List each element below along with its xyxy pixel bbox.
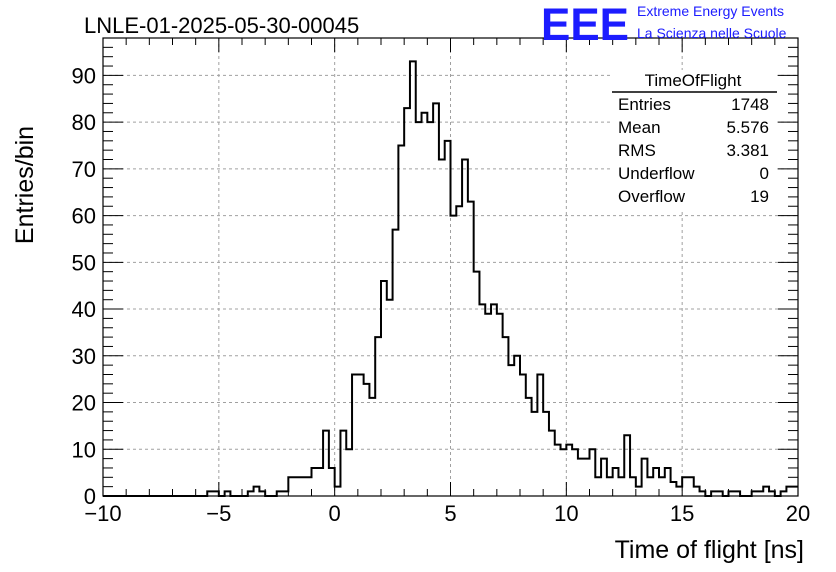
y-tick-label: 30 — [72, 344, 96, 369]
y-tick-label: 60 — [72, 204, 96, 229]
y-axis-ticks — [103, 46, 798, 497]
histogram-bin — [595, 477, 601, 496]
histogram-bin — [555, 445, 561, 496]
stats-label-rms: RMS — [618, 141, 656, 160]
histogram-bin — [659, 477, 665, 496]
histogram-outline — [103, 60, 798, 497]
stats-box-background — [612, 70, 777, 210]
y-tick-label: 50 — [72, 250, 96, 275]
y-tick-label: 20 — [72, 391, 96, 416]
histogram-bin — [514, 356, 520, 496]
histogram-bin — [607, 477, 613, 496]
stats-label-overflow: Overflow — [618, 187, 686, 206]
histogram-bin — [636, 487, 642, 496]
histogram-bin — [792, 487, 798, 496]
histogram-bin — [479, 304, 485, 496]
y-tick-label: 80 — [72, 110, 96, 135]
stats-label-underflow: Underflow — [618, 164, 695, 183]
histogram-bin — [566, 445, 572, 496]
y-tick-label: 10 — [72, 437, 96, 462]
histogram-bin — [404, 108, 410, 496]
histogram-bin — [410, 61, 416, 496]
y-axis-title: Entries/bin — [11, 126, 39, 244]
histogram-bin — [497, 314, 503, 496]
histogram-bin — [317, 468, 323, 496]
x-tick-label: 5 — [444, 501, 456, 526]
histogram-bin — [561, 449, 567, 496]
histogram-bin — [676, 487, 682, 496]
x-tick-label: 15 — [670, 501, 694, 526]
logo-line-1: Extreme Energy Events — [637, 3, 785, 19]
y-tick-label: 70 — [72, 157, 96, 182]
histogram-bin — [584, 459, 590, 496]
histogram-bin — [532, 412, 538, 496]
histogram-bin — [618, 477, 624, 496]
x-tick-labels: −10 −5 0 5 10 15 20 — [84, 501, 810, 526]
histogram-bin — [462, 160, 468, 496]
stats-label-mean: Mean — [618, 118, 661, 137]
x-tick-label: 10 — [554, 501, 578, 526]
histogram-bin — [439, 160, 445, 496]
histogram-bin — [306, 477, 312, 496]
histogram-bin — [358, 374, 364, 496]
histogram-bin — [491, 304, 497, 496]
histogram-bin — [369, 398, 375, 496]
stats-label-entries: Entries — [618, 95, 671, 114]
y-tick-label: 90 — [72, 63, 96, 88]
histogram-bin — [578, 459, 584, 496]
x-tick-label: 0 — [329, 501, 341, 526]
stats-value-entries: 1748 — [731, 95, 769, 114]
logo-mark: EEE — [541, 0, 629, 50]
histogram-bin — [647, 477, 653, 496]
plot-frame — [102, 37, 799, 497]
x-tick-label: −10 — [84, 501, 121, 526]
stats-value-overflow: 19 — [750, 187, 769, 206]
histogram-bin — [335, 487, 341, 496]
stats-value-rms: 3.381 — [726, 141, 769, 160]
x-tick-label: −5 — [206, 501, 231, 526]
y-tick-label: 40 — [72, 297, 96, 322]
histogram-bin — [508, 365, 514, 496]
y-tick-labels: 0 10 20 30 40 50 60 70 80 90 — [72, 63, 96, 509]
histogram-bin — [387, 300, 393, 496]
logo-line-2: La Scienza nelle Scuole — [637, 25, 787, 41]
stats-value-mean: 5.576 — [726, 118, 769, 137]
stats-box-title: TimeOfFlight — [645, 71, 742, 90]
x-tick-label: 20 — [786, 501, 810, 526]
chart-title: LNLE-01-2025-05-30-00045 — [84, 13, 359, 38]
stats-value-underflow: 0 — [760, 164, 769, 183]
x-axis-title: Time of flight [ns] — [615, 536, 804, 564]
y-tick-label: 0 — [84, 484, 96, 509]
histogram-bin — [456, 206, 462, 496]
histogram-bin — [422, 113, 428, 496]
histogram-bin — [364, 384, 370, 496]
histogram-bin — [485, 314, 491, 496]
histogram-bin — [433, 103, 439, 496]
histogram-bin — [300, 477, 306, 496]
histogram-bin — [346, 449, 352, 496]
stats-box: TimeOfFlight Entries 1748 Mean 5.576 RMS… — [612, 70, 777, 210]
histogram-bin — [294, 477, 300, 496]
grid-lines — [103, 38, 798, 496]
